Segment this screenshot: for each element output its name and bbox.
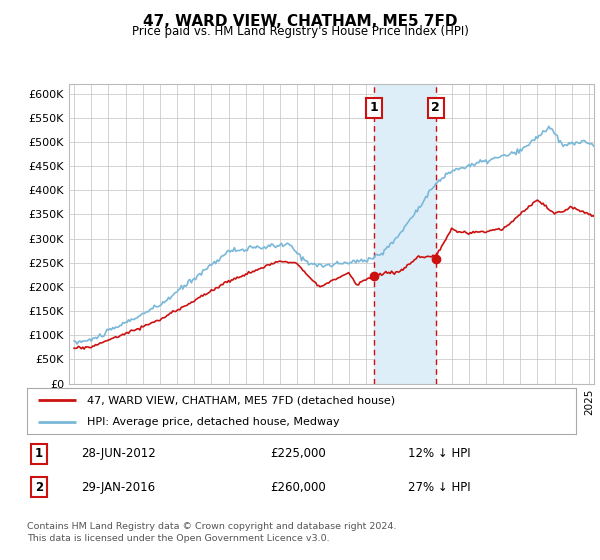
Text: £260,000: £260,000 xyxy=(270,480,326,494)
Text: 28-JUN-2012: 28-JUN-2012 xyxy=(81,447,156,460)
Text: HPI: Average price, detached house, Medway: HPI: Average price, detached house, Medw… xyxy=(88,417,340,427)
Bar xyxy=(374,84,436,384)
Text: £225,000: £225,000 xyxy=(270,447,326,460)
Text: 12% ↓ HPI: 12% ↓ HPI xyxy=(408,447,470,460)
Text: 27% ↓ HPI: 27% ↓ HPI xyxy=(408,480,470,494)
Text: 2: 2 xyxy=(431,101,440,114)
Text: 47, WARD VIEW, CHATHAM, ME5 7FD (detached house): 47, WARD VIEW, CHATHAM, ME5 7FD (detache… xyxy=(88,395,395,405)
Text: 1: 1 xyxy=(35,447,43,460)
Text: Price paid vs. HM Land Registry's House Price Index (HPI): Price paid vs. HM Land Registry's House … xyxy=(131,25,469,38)
Text: 2: 2 xyxy=(35,480,43,494)
Text: 29-JAN-2016: 29-JAN-2016 xyxy=(81,480,155,494)
Text: 1: 1 xyxy=(370,101,379,114)
Text: Contains HM Land Registry data © Crown copyright and database right 2024.
This d: Contains HM Land Registry data © Crown c… xyxy=(27,522,397,543)
Text: 47, WARD VIEW, CHATHAM, ME5 7FD: 47, WARD VIEW, CHATHAM, ME5 7FD xyxy=(143,14,457,29)
